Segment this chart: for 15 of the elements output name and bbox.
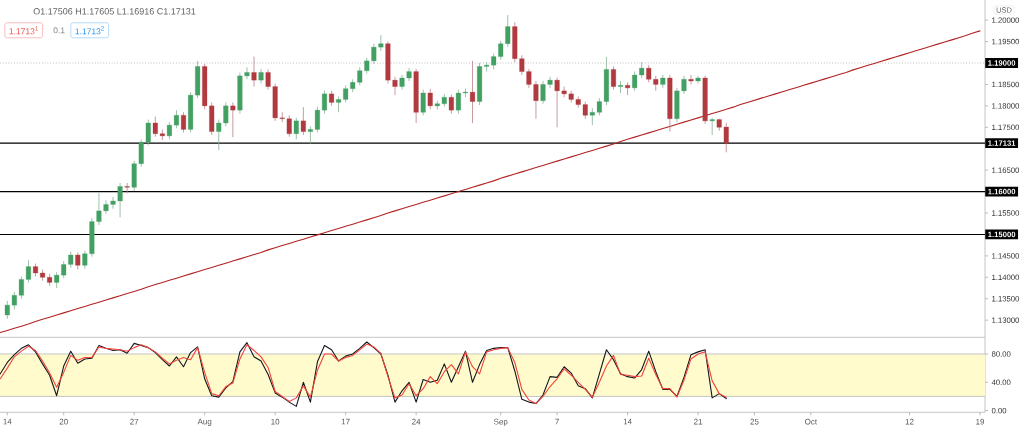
x-tick-label: 14 xyxy=(623,418,632,425)
x-tick-label: 20 xyxy=(59,418,68,425)
x-tick-label: Aug xyxy=(197,418,212,426)
x-tick-label: 14 xyxy=(3,418,12,425)
x-tick-label: 27 xyxy=(130,418,139,425)
x-tick-label: Oct xyxy=(805,418,818,425)
x-tick-label: 24 xyxy=(412,418,421,425)
x-tick-label: 25 xyxy=(750,418,759,425)
x-tick-label: Sep xyxy=(493,418,508,427)
x-tick-label: 21 xyxy=(694,418,703,425)
x-tick-label: 17 xyxy=(341,418,350,425)
x-tick-label: 19 xyxy=(976,418,985,425)
x-tick-label: 12 xyxy=(905,418,914,425)
x-tick-label: 7 xyxy=(555,418,559,425)
x-tick-label: 10 xyxy=(271,418,280,425)
